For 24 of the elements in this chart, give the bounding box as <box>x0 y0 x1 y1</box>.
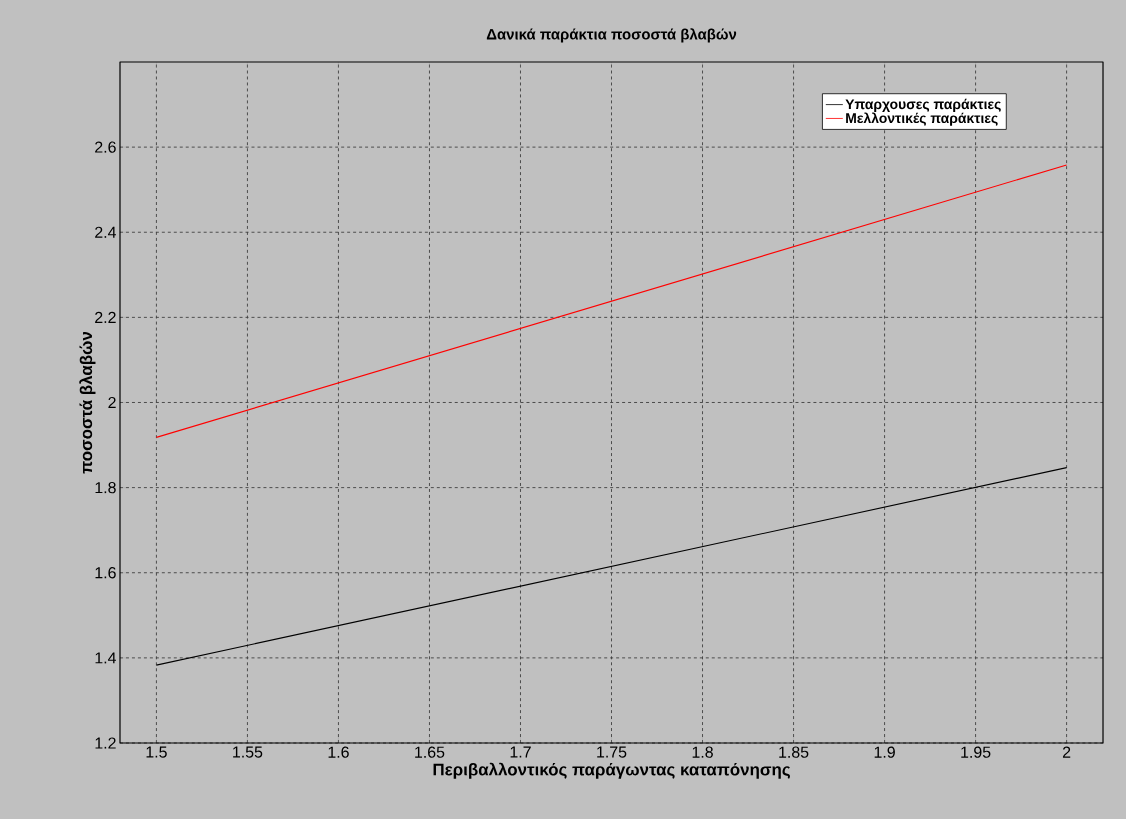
x-tick-label: 1.9 <box>874 746 895 758</box>
x-tick-label: 1.7 <box>510 746 531 758</box>
x-tick-label: 1.95 <box>961 746 991 758</box>
y-tick-label: 1.8 <box>95 481 116 494</box>
x-tick-label: 2 <box>1062 746 1071 758</box>
x-tick-label: 1.65 <box>415 746 445 758</box>
y-tick-label: 1.2 <box>95 737 116 749</box>
legend-label: Μελλοντικές παράκτιες <box>846 112 998 126</box>
x-tick-label: 1.6 <box>328 746 349 758</box>
y-tick-label: 2 <box>108 396 116 409</box>
x-tick-label: 1.85 <box>779 746 809 758</box>
y-axis-title: ποσοστά βλαβών <box>79 331 96 474</box>
x-tick-label: 1.8 <box>692 746 713 758</box>
y-tick-label: 2.4 <box>95 226 117 238</box>
legend-label: Υπαρχουσες παράκτιες <box>845 98 1001 112</box>
x-axis-title: Περιβαλλοντικός παράγωντας καταπόνησης <box>433 762 790 779</box>
chart-title: Δανικά παράκτια ποσοστά βλαβών <box>486 28 737 43</box>
y-tick-label: 1.6 <box>95 567 116 579</box>
x-tick-label: 1.55 <box>233 746 263 758</box>
y-tick-label: 2.2 <box>95 311 116 323</box>
y-tick-label: 2.6 <box>95 141 116 153</box>
y-tick-label: 1.4 <box>95 652 117 664</box>
x-tick-label: 1.5 <box>146 746 167 758</box>
x-tick-label: 1.75 <box>597 746 627 758</box>
